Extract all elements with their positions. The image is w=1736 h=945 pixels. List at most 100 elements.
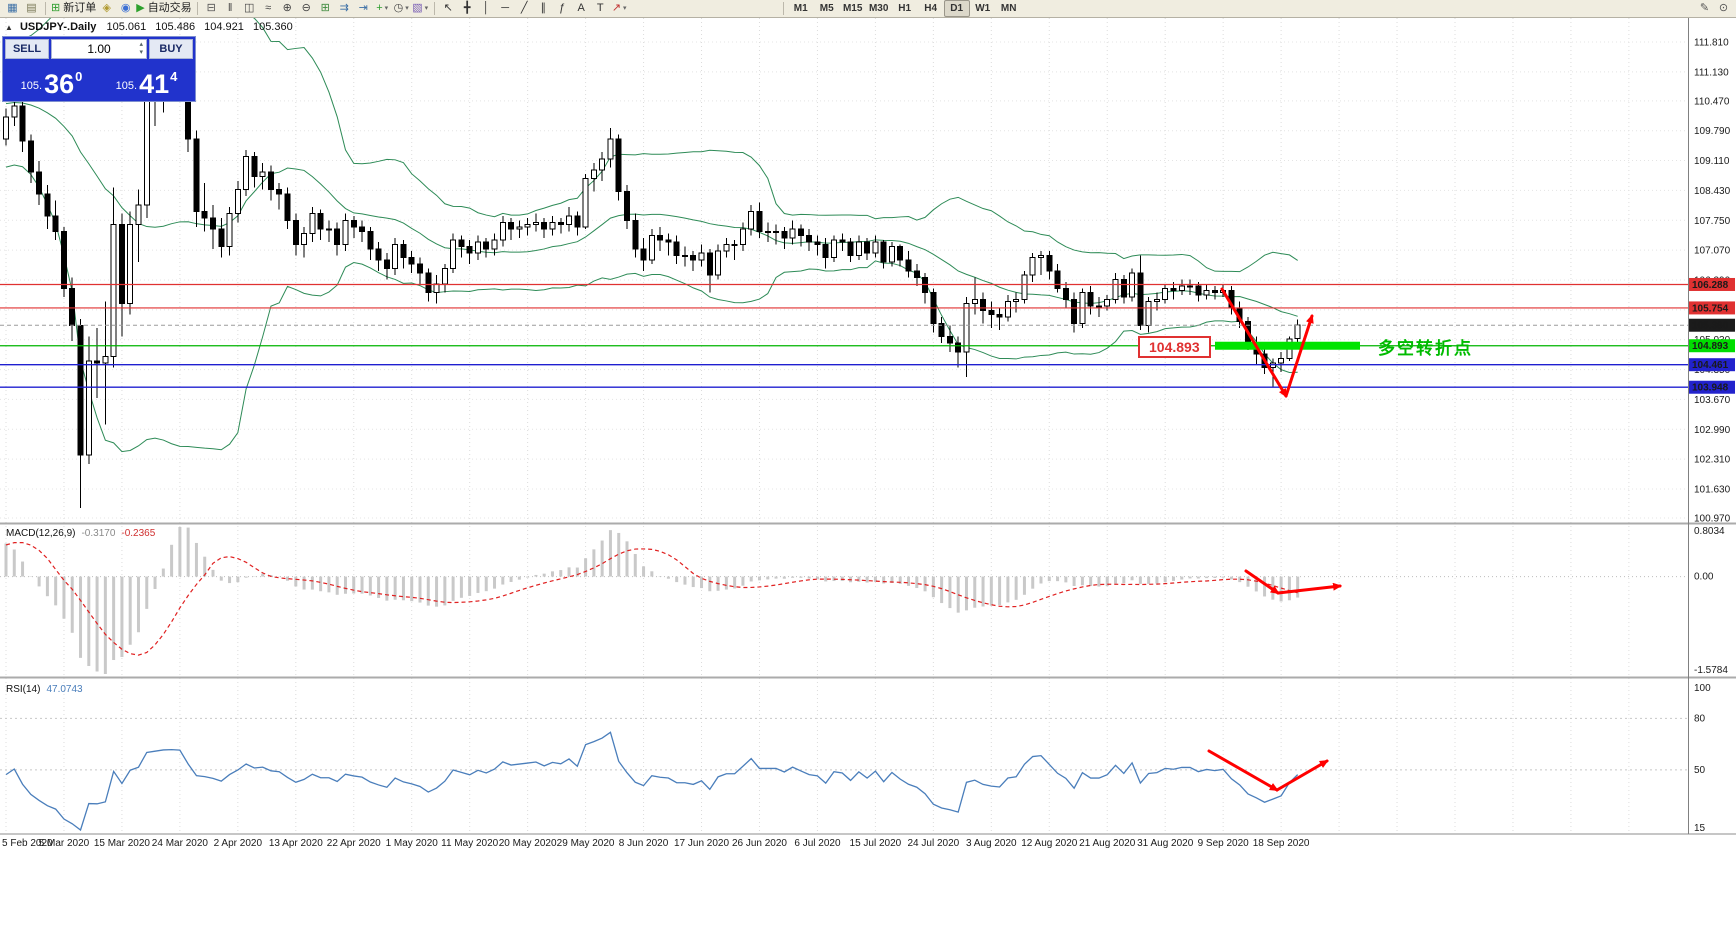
dropdown-caret-icon[interactable]: ▾ xyxy=(424,5,429,12)
svg-text:24 Mar 2020: 24 Mar 2020 xyxy=(152,838,209,849)
svg-text:21 Aug 2020: 21 Aug 2020 xyxy=(1079,838,1136,849)
profiles-icon: ▤ xyxy=(26,2,37,14)
trendline-icon[interactable]: ╱ xyxy=(516,1,533,16)
edit-icon[interactable]: ✎ xyxy=(1699,2,1710,14)
timeframe-h1-button[interactable]: H1 xyxy=(898,3,912,14)
grid-icon: ⊞ xyxy=(320,2,330,14)
price-annotation-label[interactable]: 104.893 xyxy=(1138,336,1211,358)
timeframe-m15-button[interactable]: M15 xyxy=(842,3,863,14)
bar-chart-icon[interactable]: ‖ xyxy=(222,1,239,16)
crosshair-icon[interactable]: ╋ xyxy=(459,1,476,16)
svg-text:17 Jun 2020: 17 Jun 2020 xyxy=(674,838,729,849)
svg-text:20 May 2020: 20 May 2020 xyxy=(499,838,557,849)
toolbar-spacer xyxy=(629,8,779,9)
candlesticks[interactable] xyxy=(3,46,1301,508)
lot-spinner: ▴ ▾ xyxy=(139,41,143,58)
fibonacci-icon[interactable]: ƒ xyxy=(554,1,571,16)
label-icon: T xyxy=(596,2,604,14)
dropdown-caret-icon[interactable]: ▾ xyxy=(384,5,389,12)
svg-text:103.948: 103.948 xyxy=(1692,383,1729,394)
svg-text:18 Sep 2020: 18 Sep 2020 xyxy=(1253,838,1310,849)
mql5-community-icon[interactable]: ◉ xyxy=(117,1,134,16)
cursor-icon[interactable]: ↖ xyxy=(440,1,457,16)
one-click-collapse-toggle[interactable]: ▲ xyxy=(5,23,13,32)
metaeditor-icon: ◈ xyxy=(102,2,111,14)
horizontal-level-lines[interactable] xyxy=(0,283,1688,388)
lot-decrease-button[interactable]: ▾ xyxy=(139,49,143,57)
rsi-up-arrow[interactable] xyxy=(1275,759,1329,792)
rsi-down-arrow[interactable] xyxy=(1207,749,1279,792)
dropdown-caret-icon[interactable]: ▾ xyxy=(405,5,409,12)
candlestick-chart-icon[interactable]: ◫ xyxy=(241,1,258,16)
close-value: 105.360 xyxy=(252,21,293,33)
arrows-icon[interactable]: ↗ ▾ xyxy=(611,1,628,16)
search-icon[interactable]: ⊙ xyxy=(1718,2,1729,14)
dropdown-caret-icon[interactable]: ▾ xyxy=(623,5,627,12)
bid-price-display[interactable]: 105. 36 0 xyxy=(5,61,98,99)
svg-text:5 Mar 2020: 5 Mar 2020 xyxy=(39,838,90,849)
trend-arrows[interactable] xyxy=(1207,287,1342,792)
zoom-in-icon[interactable]: ⊕ xyxy=(279,1,296,16)
macd-value: -0.3170 xyxy=(81,528,116,539)
timeframe-mn-button[interactable]: MN xyxy=(1000,3,1017,14)
support-zone-bar[interactable] xyxy=(1215,341,1360,350)
svg-text:1 May 2020: 1 May 2020 xyxy=(386,838,439,849)
svg-text:0.8034: 0.8034 xyxy=(1694,526,1725,537)
indicators-icon[interactable]: + ▾ xyxy=(374,1,391,16)
timeframe-d1-button[interactable]: D1 xyxy=(943,0,970,17)
macd-flat-arrow[interactable] xyxy=(1276,582,1342,595)
zoom-out-icon: ⊖ xyxy=(301,2,311,14)
panel-separators[interactable] xyxy=(0,18,1736,835)
text-icon[interactable]: A xyxy=(573,1,590,16)
ask-pip-digit: 4 xyxy=(170,69,178,84)
new-order-button[interactable]: ⊞ 新订单 xyxy=(51,1,96,16)
auto-scroll-icon: ⇉ xyxy=(339,2,349,14)
metaeditor-icon[interactable]: ◈ xyxy=(98,1,115,16)
main-decline-arrow[interactable] xyxy=(1220,287,1288,398)
grid-icon[interactable]: ⊞ xyxy=(317,1,334,16)
lot-size-value: 1.00 xyxy=(87,42,111,56)
timeframe-m30-button[interactable]: M30 xyxy=(868,3,889,14)
profiles-icon[interactable]: ▤ xyxy=(23,1,40,16)
label-icon[interactable]: T xyxy=(592,1,609,16)
timeframe-m1-button[interactable]: M1 xyxy=(793,3,808,14)
lot-increase-button[interactable]: ▴ xyxy=(139,41,143,48)
periods-icon[interactable]: ◷ ▾ xyxy=(393,1,410,16)
timeframe-m5-button[interactable]: M5 xyxy=(819,3,834,14)
ask-price-display[interactable]: 105. 41 4 xyxy=(100,61,193,99)
indicators-icon: + xyxy=(376,2,383,14)
main-rebound-arrow[interactable] xyxy=(1284,314,1314,398)
periods-icon: ◷ xyxy=(393,2,404,14)
auto-scroll-icon[interactable]: ⇉ xyxy=(336,1,353,16)
svg-text:-1.5784: -1.5784 xyxy=(1694,665,1728,676)
svg-text:101.630: 101.630 xyxy=(1694,485,1731,496)
vertical-line-icon[interactable]: │ xyxy=(478,1,495,16)
macd-down-arrow[interactable] xyxy=(1244,569,1280,595)
svg-text:104.461: 104.461 xyxy=(1692,360,1729,371)
timeframe-h4-button[interactable]: H4 xyxy=(924,3,938,14)
svg-text:9 Sep 2020: 9 Sep 2020 xyxy=(1198,838,1250,849)
new-chart-icon[interactable]: ▦ xyxy=(4,1,21,16)
svg-text:109.110: 109.110 xyxy=(1694,156,1730,167)
price-axis[interactable]: 111.810 111.130 110.470 109.790 109.110 108.4… xyxy=(1689,38,1735,835)
turning-point-note[interactable]: 多空转折点 xyxy=(1378,339,1473,358)
channel-icon[interactable]: ∥ xyxy=(535,1,552,16)
macd-signal-value: -0.2365 xyxy=(121,528,156,539)
lot-size-field[interactable]: 1.00 ▴ ▾ xyxy=(51,39,147,59)
chart-shift-icon[interactable]: ⇥ xyxy=(355,1,372,16)
tile-windows-icon[interactable]: ⊟ xyxy=(203,1,220,16)
toolbar-separator xyxy=(45,2,46,15)
sell-button[interactable]: SELL xyxy=(5,39,49,59)
svg-text:6 Jul 2020: 6 Jul 2020 xyxy=(794,838,841,849)
templates-icon[interactable]: ▧ ▾ xyxy=(412,1,429,16)
new-order-button: ⊞ xyxy=(51,2,61,14)
zoom-out-icon[interactable]: ⊖ xyxy=(298,1,315,16)
buy-button[interactable]: BUY xyxy=(149,39,193,59)
line-chart-icon[interactable]: ≈ xyxy=(260,1,277,16)
horizontal-line-icon[interactable]: ─ xyxy=(497,1,514,16)
timeframe-w1-button[interactable]: W1 xyxy=(975,3,991,14)
ask-prefix: 105. xyxy=(115,80,138,92)
autotrading-button[interactable]: ▶ 自动交易 xyxy=(136,1,191,16)
